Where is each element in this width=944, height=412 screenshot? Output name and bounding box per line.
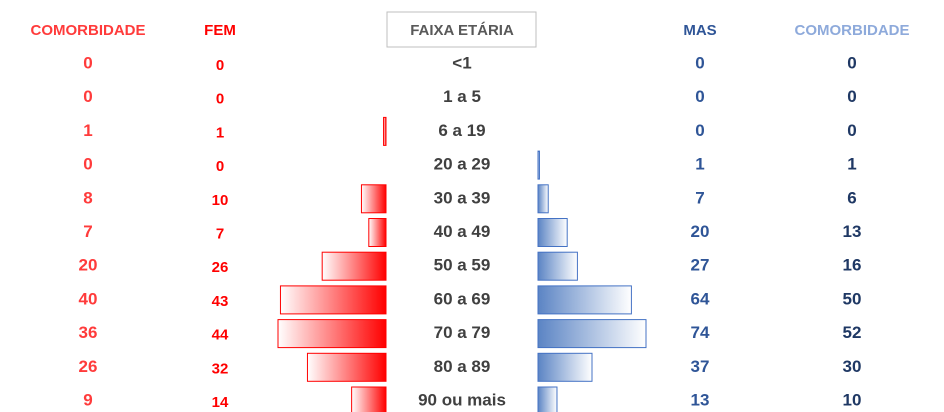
cell-comorbidade-fem: 40 — [79, 289, 98, 308]
cell-comorbidade-mas: 6 — [847, 188, 856, 207]
cell-mas: 0 — [695, 87, 704, 106]
cell-fem: 44 — [212, 327, 229, 344]
cell-faixa: 20 a 29 — [434, 155, 491, 174]
cell-faixa: <1 — [452, 53, 471, 72]
cell-mas: 27 — [691, 256, 710, 275]
cell-mas: 7 — [695, 188, 704, 207]
mas-bar — [537, 352, 593, 382]
cell-faixa: 30 a 39 — [434, 188, 491, 207]
cell-fem: 1 — [216, 124, 224, 141]
cell-comorbidade-mas: 0 — [847, 53, 856, 72]
mas-bar — [537, 285, 632, 315]
cell-fem: 43 — [212, 293, 229, 310]
cell-fem: 0 — [216, 57, 224, 74]
cell-comorbidade-mas: 50 — [843, 289, 862, 308]
fem-bar — [383, 116, 387, 146]
cell-comorbidade-mas: 16 — [843, 256, 862, 275]
cell-mas: 74 — [691, 323, 710, 342]
fem-bar — [368, 218, 387, 247]
cell-comorbidade-mas: 1 — [847, 155, 856, 174]
cell-comorbidade-fem: 26 — [79, 357, 98, 376]
fem-bar — [321, 251, 387, 281]
cell-comorbidade-mas: 10 — [843, 390, 862, 409]
cell-fem: 0 — [216, 158, 224, 175]
fem-bar — [360, 184, 387, 214]
cell-faixa: 90 ou mais — [418, 390, 506, 409]
cell-comorbidade-fem: 1 — [83, 121, 92, 140]
cell-comorbidade-fem: 8 — [83, 188, 92, 207]
cell-mas: 0 — [695, 121, 704, 140]
cell-fem: 32 — [212, 360, 229, 377]
cell-faixa: 6 a 19 — [438, 121, 485, 140]
cell-comorbidade-fem: 0 — [83, 155, 92, 174]
cell-comorbidade-mas: 13 — [843, 222, 862, 241]
cell-mas: 20 — [691, 222, 710, 241]
fem-bar — [277, 319, 387, 349]
cell-comorbidade-fem: 20 — [79, 256, 98, 275]
mas-bar — [537, 218, 568, 247]
cell-faixa: 60 a 69 — [434, 289, 491, 308]
column-header: FAIXA ETÁRIA — [410, 22, 514, 39]
cell-comorbidade-fem: 7 — [83, 222, 92, 241]
cell-comorbidade-fem: 36 — [79, 323, 98, 342]
cell-faixa: 40 a 49 — [434, 222, 491, 241]
cell-faixa: 80 a 89 — [434, 357, 491, 376]
column-header: FEM — [204, 22, 236, 39]
mas-bar — [537, 251, 578, 281]
mas-bar — [537, 184, 549, 214]
cell-comorbidade-mas: 52 — [843, 323, 862, 342]
cell-comorbidade-fem: 9 — [83, 390, 92, 409]
header-box — [386, 11, 537, 48]
mas-bar — [537, 150, 540, 180]
cell-fem: 10 — [212, 192, 229, 209]
mas-bar — [537, 386, 558, 412]
cell-mas: 0 — [695, 53, 704, 72]
cell-faixa: 1 a 5 — [443, 87, 481, 106]
cell-comorbidade-fem: 0 — [83, 53, 92, 72]
fem-bar — [351, 386, 387, 412]
cell-fem: 26 — [212, 259, 229, 276]
mas-bar — [537, 319, 647, 349]
cell-mas: 64 — [691, 289, 710, 308]
column-header: MAS — [683, 22, 716, 39]
cell-fem: 7 — [216, 225, 224, 242]
cell-fem: 14 — [212, 394, 229, 411]
cell-comorbidade-mas: 30 — [843, 357, 862, 376]
column-header: COMORBIDADE — [31, 22, 146, 39]
cell-comorbidade-mas: 0 — [847, 87, 856, 106]
column-header: COMORBIDADE — [795, 22, 910, 39]
cell-comorbidade-fem: 0 — [83, 87, 92, 106]
cell-faixa: 70 a 79 — [434, 323, 491, 342]
cell-faixa: 50 a 59 — [434, 256, 491, 275]
fem-bar — [279, 285, 387, 315]
fem-bar — [306, 352, 387, 382]
cell-mas: 37 — [691, 357, 710, 376]
cell-mas: 13 — [691, 390, 710, 409]
cell-mas: 1 — [695, 155, 704, 174]
cell-fem: 0 — [216, 91, 224, 108]
cell-comorbidade-mas: 0 — [847, 121, 856, 140]
